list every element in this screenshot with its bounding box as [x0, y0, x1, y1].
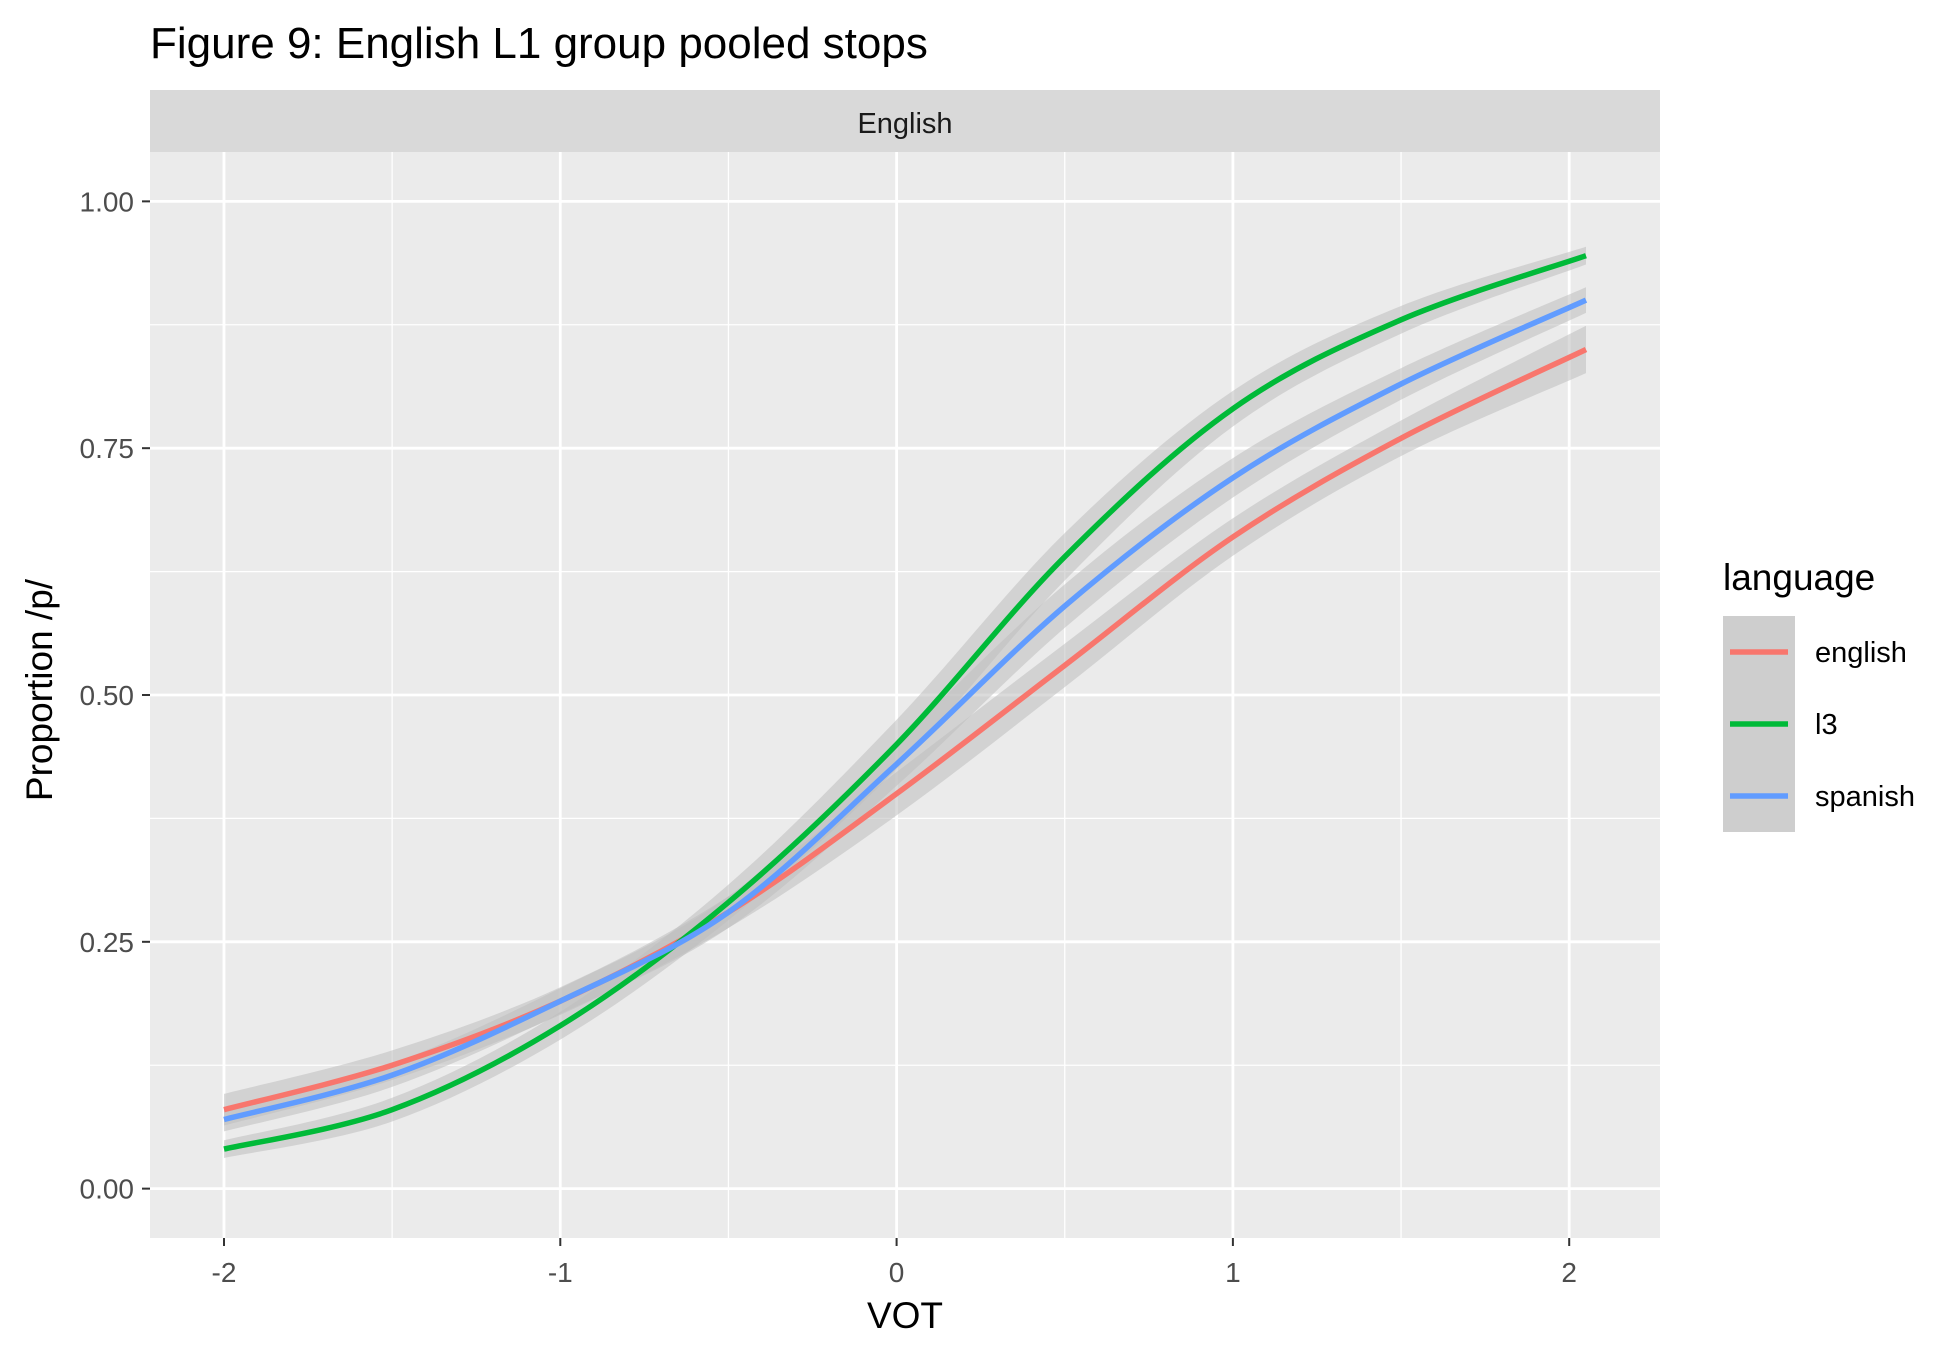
y-tick-label: 1.00 [80, 186, 135, 217]
confidence-band-spanish [224, 287, 1586, 1132]
plot-panel [150, 152, 1660, 1238]
chart-title: Figure 9: English L1 group pooled stops [150, 19, 928, 68]
facet-strip-label: English [857, 108, 952, 140]
x-tick-label: -1 [548, 1257, 573, 1288]
x-tick-label: 0 [889, 1257, 905, 1288]
x-tick-label: 2 [1561, 1257, 1577, 1288]
y-tick-label: 0.25 [80, 927, 135, 958]
x-tick-label: 1 [1225, 1257, 1241, 1288]
x-axis-title: VOT [867, 1295, 943, 1336]
legend-label-spanish: spanish [1815, 781, 1915, 813]
series-line-l3 [223, 253, 1587, 1152]
y-tick-label: 0.75 [80, 433, 135, 464]
legend-label-l3: l3 [1815, 709, 1838, 741]
legend-label-english: english [1815, 637, 1907, 669]
series-line-english [223, 347, 1588, 1113]
y-axis-title: Proportion /p/ [19, 578, 60, 801]
y-tick-label: 0.00 [80, 1174, 135, 1205]
axes: -2 -1 0 1 2 0.00 0.25 0.50 0.75 1.00 [80, 186, 1577, 1288]
y-tick-label: 0.50 [80, 680, 135, 711]
legend-title: language [1723, 557, 1875, 598]
facet-strip [150, 90, 1660, 152]
series-line-spanish [223, 297, 1588, 1123]
legend: language english l3 spanish [1723, 557, 1915, 832]
x-tick-label: -2 [212, 1257, 237, 1288]
